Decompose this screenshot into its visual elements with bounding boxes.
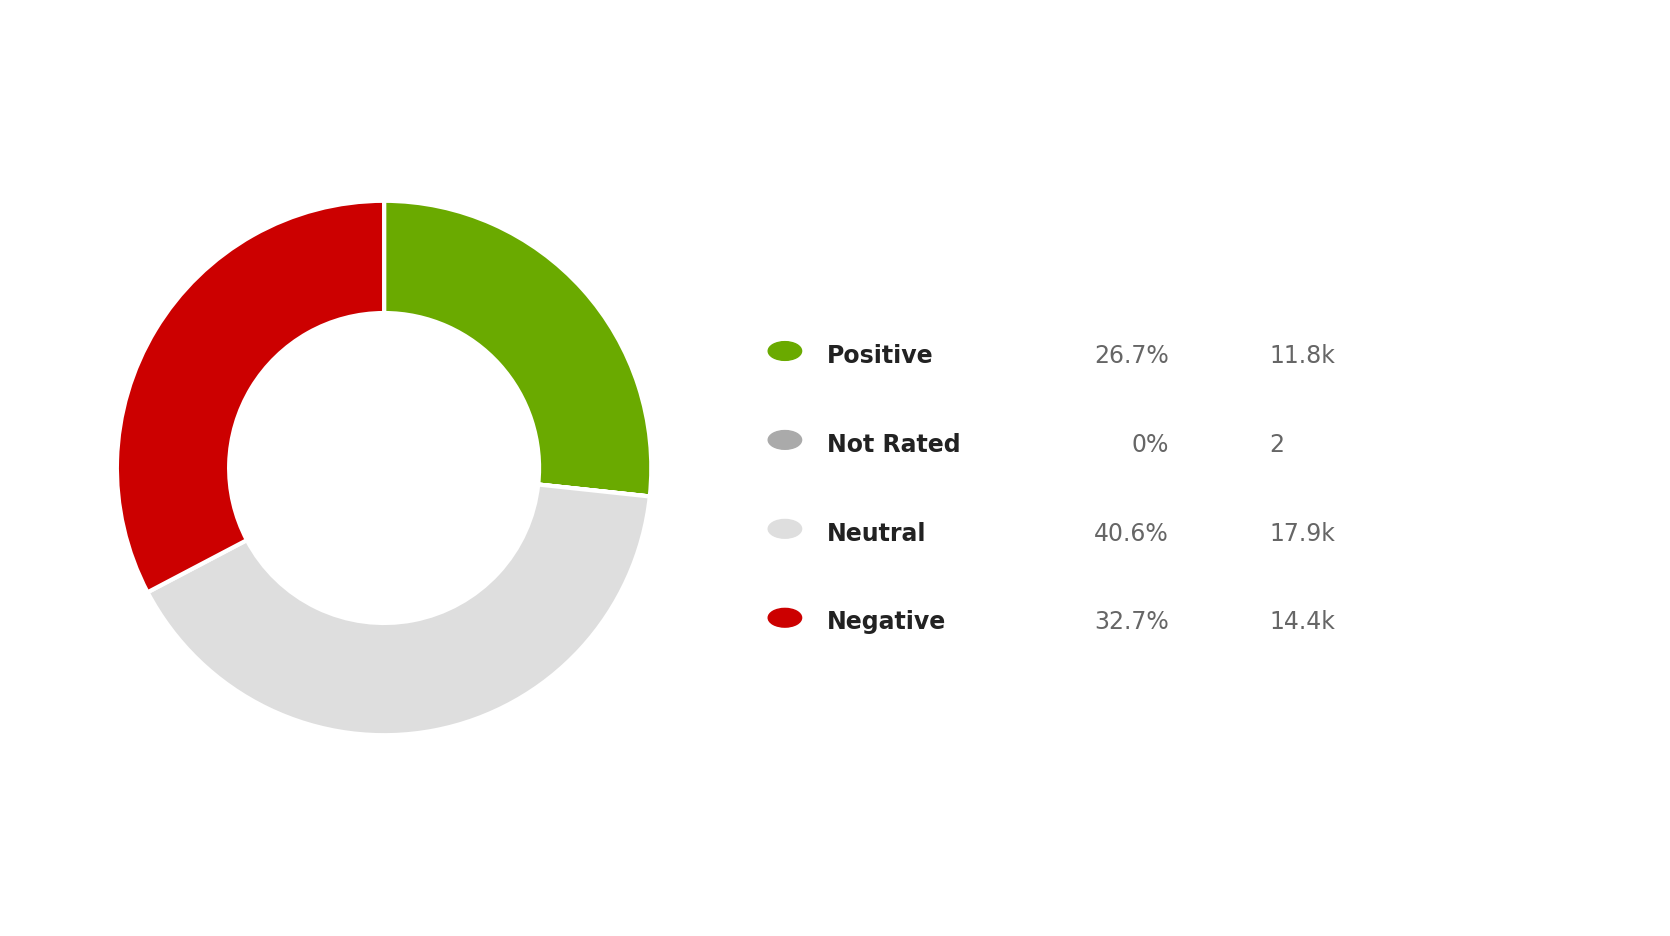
Wedge shape [117,201,384,592]
Text: 17.9k: 17.9k [1269,521,1334,546]
Text: 11.8k: 11.8k [1269,344,1334,368]
Text: 2: 2 [1269,432,1284,457]
Text: 26.7%: 26.7% [1094,344,1169,368]
Text: 40.6%: 40.6% [1094,521,1169,546]
Text: Not Rated: Not Rated [827,432,960,457]
Text: Negative: Negative [827,610,945,635]
Text: Positive: Positive [827,344,934,368]
Text: 0%: 0% [1132,432,1169,457]
Wedge shape [147,485,650,735]
Text: 32.7%: 32.7% [1094,610,1169,635]
Text: Neutral: Neutral [827,521,927,546]
Text: 14.4k: 14.4k [1269,610,1334,635]
Wedge shape [538,485,650,496]
Wedge shape [384,201,651,496]
